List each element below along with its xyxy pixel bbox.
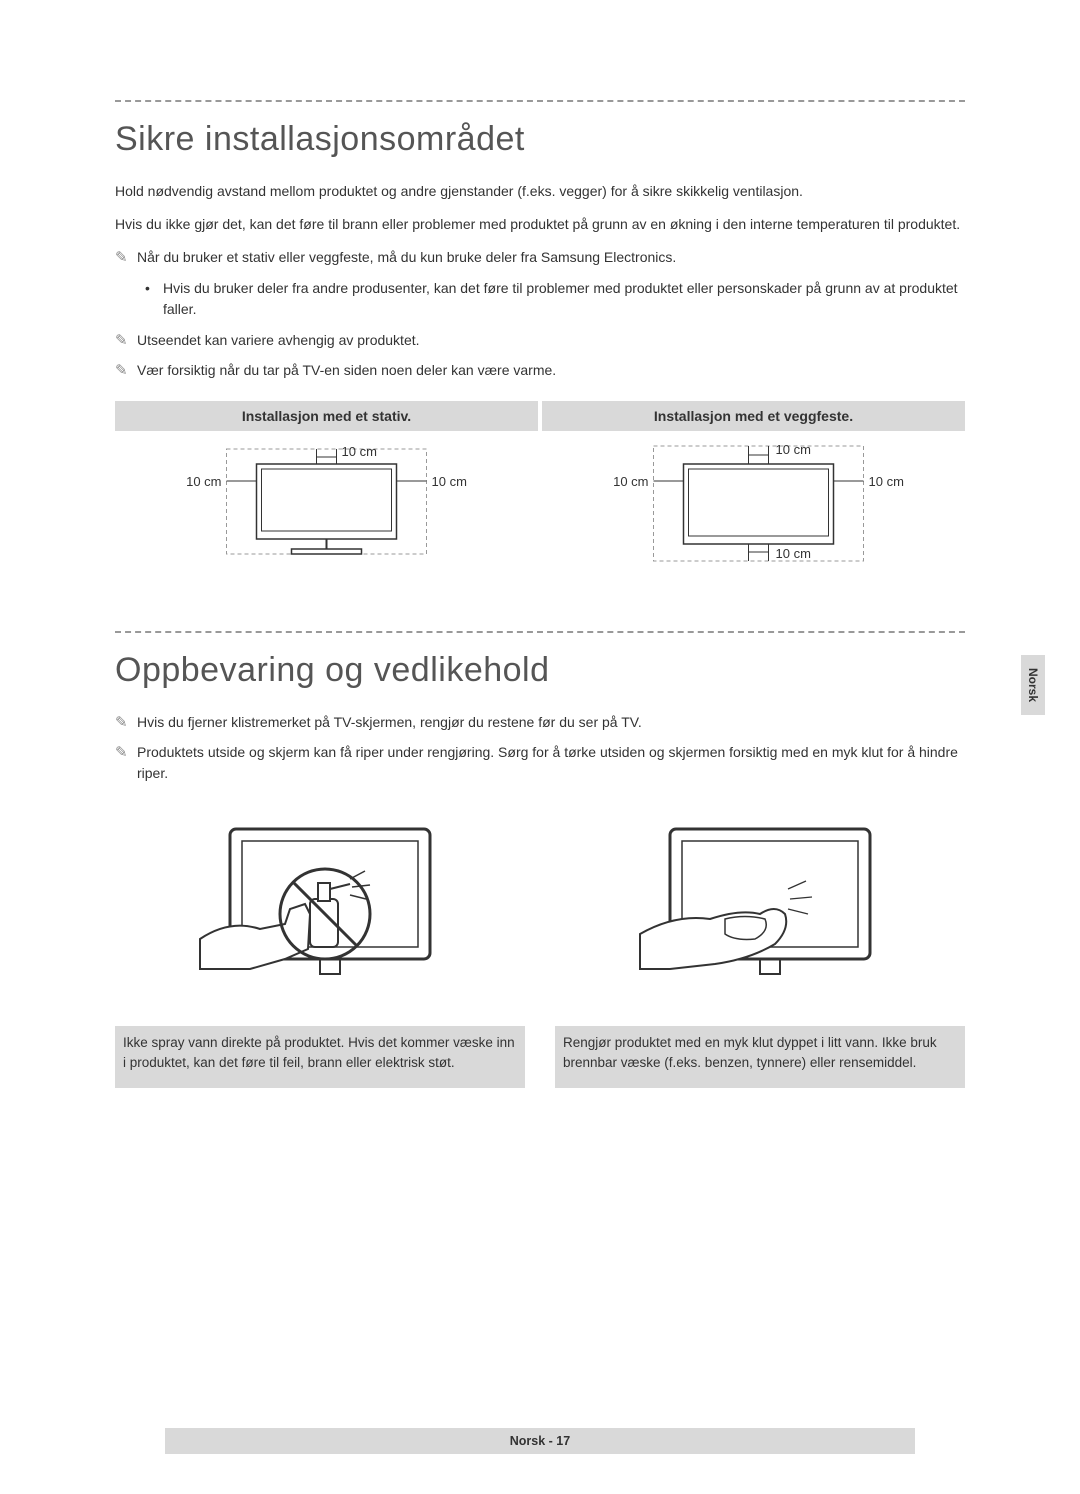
page-number: Norsk - 17 (165, 1428, 915, 1454)
note-icon: ✎ (115, 742, 137, 765)
bullet-line: • Hvis du bruker deler fra andre produse… (145, 278, 965, 320)
section1-title: Sikre installasjonsområdet (115, 120, 965, 159)
no-spray-illustration (115, 814, 525, 1014)
install-col-wall: Installasjon med et veggfeste. 10 cm 10 … (542, 401, 965, 571)
caption-right: Rengjør produktet med en myk klut dyppet… (555, 1026, 965, 1088)
bullet-text: Hvis du bruker deler fra andre produsent… (163, 278, 965, 320)
note-text: Produktets utside og skjerm kan få riper… (137, 742, 965, 784)
note-line: ✎ Produktets utside og skjerm kan få rip… (115, 742, 965, 784)
cleaning-col-right: Rengjør produktet med en myk klut dyppet… (555, 814, 965, 1088)
svg-text:10 cm: 10 cm (776, 546, 811, 561)
note-text: Hvis du fjerner klistremerket på TV-skje… (137, 712, 642, 733)
stand-diagram: 10 cm 10 cm 10 cm (115, 431, 538, 571)
caption-left: Ikke spray vann direkte på produktet. Hv… (115, 1026, 525, 1088)
page-footer: Norsk - 17 (0, 1428, 1080, 1454)
note-line: ✎ Hvis du fjerner klistremerket på TV-sk… (115, 712, 965, 735)
side-tab-label: Norsk (1026, 668, 1040, 702)
note-text: Vær forsiktig når du tar på TV-en siden … (137, 360, 556, 381)
note-icon: ✎ (115, 330, 137, 353)
note-line: ✎ Utseendet kan variere avhengig av prod… (115, 330, 965, 353)
svg-text:10 cm: 10 cm (186, 474, 221, 489)
note-text: Når du bruker et stativ eller veggfeste,… (137, 247, 676, 268)
note-line: ✎ Når du bruker et stativ eller veggfest… (115, 247, 965, 270)
section1-p1: Hold nødvendig avstand mellom produktet … (115, 181, 965, 202)
section-divider (115, 631, 965, 633)
cleaning-col-left: Ikke spray vann direkte på produktet. Hv… (115, 814, 525, 1088)
soft-cloth-illustration (555, 814, 965, 1014)
note-text: Utseendet kan variere avhengig av produk… (137, 330, 420, 351)
bullet-dot: • (145, 278, 163, 299)
note-icon: ✎ (115, 247, 137, 270)
section1-p2: Hvis du ikke gjør det, kan det føre til … (115, 214, 965, 235)
note-icon: ✎ (115, 712, 137, 735)
install-header-wall: Installasjon med et veggfeste. (542, 401, 965, 431)
wall-diagram: 10 cm 10 cm 10 cm 10 cm (542, 431, 965, 571)
install-col-stand: Installasjon med et stativ. 10 cm (115, 401, 538, 571)
cleaning-row: Ikke spray vann direkte på produktet. Hv… (115, 814, 965, 1088)
install-header-stand: Installasjon med et stativ. (115, 401, 538, 431)
installation-table: Installasjon med et stativ. 10 cm (115, 401, 965, 571)
svg-text:10 cm: 10 cm (869, 474, 904, 489)
note-icon: ✎ (115, 360, 137, 383)
svg-text:10 cm: 10 cm (776, 442, 811, 457)
note-line: ✎ Vær forsiktig når du tar på TV-en side… (115, 360, 965, 383)
svg-text:10 cm: 10 cm (342, 444, 377, 459)
svg-text:10 cm: 10 cm (613, 474, 648, 489)
section2-title: Oppbevaring og vedlikehold (115, 651, 965, 690)
svg-text:10 cm: 10 cm (432, 474, 467, 489)
section-divider (115, 100, 965, 102)
language-side-tab: Norsk (1021, 655, 1045, 715)
